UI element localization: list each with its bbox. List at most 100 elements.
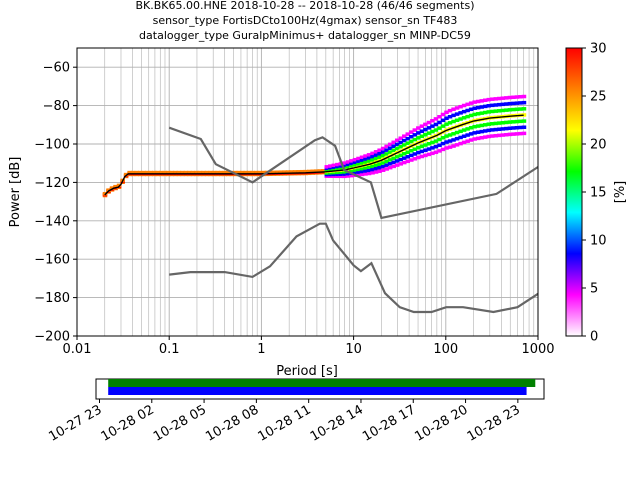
heatmap-cell (444, 146, 449, 150)
heatmap-cell (500, 108, 506, 113)
heatmap-cell (444, 134, 449, 138)
heatmap-cell (377, 162, 382, 166)
heatmap-cell (352, 160, 358, 165)
heatmap-cell (384, 163, 389, 167)
heatmap-cell (454, 112, 460, 116)
heatmap-cell (331, 172, 337, 177)
heatmap-cell (486, 122, 492, 126)
timeline-tick-label: 10-28 05 (151, 402, 209, 444)
heatmap-cell (521, 113, 527, 117)
heatmap-cell (370, 167, 375, 172)
heatmap-cell (486, 110, 492, 114)
heatmap-cell (402, 152, 407, 156)
heatmap-cell (359, 155, 365, 160)
y-tick-label: −100 (34, 138, 70, 153)
heatmap-cell (437, 126, 442, 130)
heatmap-cell (412, 152, 418, 156)
heatmap-cell (356, 162, 361, 166)
heatmap-cell (331, 174, 337, 179)
colorbar-tick-label: 20 (590, 138, 607, 153)
heatmap-cell (514, 107, 520, 112)
heatmap-cell (405, 136, 411, 141)
heatmap-cell (359, 169, 365, 174)
heatmap-cell (490, 103, 495, 108)
heatmap-cell (338, 170, 344, 174)
colorbar (565, 47, 583, 337)
heatmap-cell (500, 96, 506, 100)
heatmap-cell (416, 131, 421, 135)
heatmap-cell (349, 159, 354, 163)
heatmap-cell (387, 150, 393, 154)
heatmap-cell (412, 133, 418, 137)
heatmap-cell (335, 174, 340, 179)
heatmap-cell (504, 96, 509, 100)
heatmap-cell (511, 95, 516, 100)
heatmap-cell (402, 156, 407, 160)
x-tick-label: 1 (257, 342, 265, 357)
heatmap-cell (342, 163, 347, 168)
heatmap-cell (514, 101, 520, 105)
heatmap-cell (416, 126, 421, 130)
heatmap-cell (271, 170, 277, 175)
heatmap-cell (447, 145, 453, 149)
heatmap-cell (373, 163, 379, 168)
heatmap-cell (479, 99, 484, 103)
heatmap-cell (451, 144, 456, 148)
x-tick-label: 10 (345, 342, 362, 357)
heatmap-cell (454, 118, 460, 123)
heatmap-cell (331, 167, 337, 171)
heatmap-cell (208, 170, 213, 175)
heatmap-cell (402, 143, 407, 147)
heatmap-cell (465, 139, 470, 143)
colorbar-tick-label: 25 (590, 90, 607, 105)
heatmap-cell (423, 153, 428, 158)
heatmap-cell (479, 111, 484, 115)
heatmap-cell (366, 159, 372, 163)
heatmap-cell (359, 161, 365, 165)
heatmap-cell (166, 170, 171, 175)
heatmap-cell (130, 170, 136, 175)
heatmap-cell (257, 170, 263, 175)
heatmap-cell (447, 121, 453, 125)
heatmap-cell (384, 144, 389, 149)
heatmap-cell (479, 123, 484, 128)
heatmap-cell (123, 172, 129, 177)
heatmap-cell (465, 133, 470, 137)
heatmap-cell (141, 170, 146, 175)
heatmap-cell (387, 142, 393, 147)
heatmap-cell (412, 157, 418, 161)
heatmap-cell (342, 161, 347, 165)
heatmap-cell (356, 173, 361, 177)
heatmap-cell (317, 169, 323, 173)
heatmap-cell (423, 122, 428, 127)
colorbar-tick-label: 5 (590, 282, 598, 297)
heatmap-cell (370, 171, 375, 175)
heatmap-cell (106, 188, 111, 192)
heatmap-cell (363, 160, 368, 164)
heatmap-cell (169, 170, 175, 175)
heatmap-cell (134, 170, 139, 175)
heatmap-cell (405, 141, 411, 145)
heatmap-cell (201, 170, 206, 175)
heatmap-cell (373, 156, 379, 161)
heatmap-cell (222, 170, 227, 175)
timeline-tick-label: 10-28 02 (99, 402, 157, 444)
heatmap-cell (218, 170, 224, 175)
heatmap-cell (233, 170, 238, 175)
heatmap-cell (363, 166, 368, 170)
mode-line (104, 114, 524, 196)
heatmap-cell (416, 150, 421, 155)
heatmap-cell (482, 98, 488, 102)
heatmap-cell (331, 165, 337, 169)
heatmap-cell (493, 103, 499, 107)
heatmap-cell (335, 172, 340, 177)
heatmap-cell (419, 144, 425, 149)
heatmap-cell (423, 132, 428, 137)
heatmap-cell (380, 161, 386, 165)
heatmap-cell (352, 157, 358, 162)
heatmap-cell (451, 119, 456, 124)
heatmap-cell (482, 129, 488, 133)
y-tick-label: −60 (43, 61, 70, 76)
colorbar-tick-label: 0 (590, 330, 598, 345)
